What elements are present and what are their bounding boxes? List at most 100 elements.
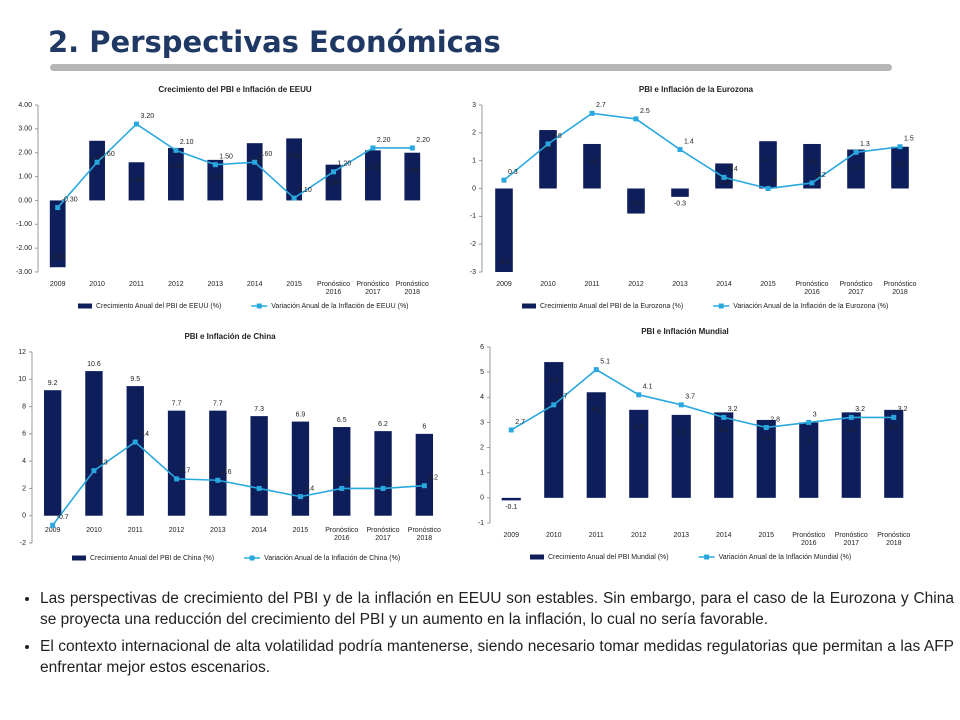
x-tick-label: Pronóstico 2016 bbox=[325, 527, 358, 542]
x-tick-label: Pronóstico 2018 bbox=[883, 281, 916, 296]
x-tick-line: 2017 bbox=[365, 289, 381, 296]
bar-label: 1.70 bbox=[208, 175, 222, 182]
line-label: 1.5 bbox=[904, 136, 914, 143]
line bbox=[57, 123, 413, 209]
bar bbox=[167, 410, 186, 516]
x-tick-label: 2011 bbox=[128, 527, 143, 534]
bar-label: 10.6 bbox=[87, 361, 101, 368]
bar-label: 5.4 bbox=[549, 377, 559, 384]
line-marker bbox=[809, 180, 815, 186]
bar bbox=[126, 386, 144, 516]
x-tick-label: 2009 bbox=[496, 281, 512, 288]
bar-label: 2.20 bbox=[169, 163, 183, 170]
title-rule bbox=[50, 64, 892, 71]
chart-title: PBI e Inflación Mundial bbox=[641, 327, 729, 336]
y-tick-label: -2 bbox=[470, 241, 476, 248]
bar bbox=[841, 412, 861, 498]
line-label: 3.2 bbox=[898, 406, 908, 413]
x-tick-label: 2015 bbox=[286, 281, 302, 288]
legend-label: Crecimiento Anual del PBI Mundial (%) bbox=[548, 554, 669, 561]
legend-marker bbox=[718, 303, 724, 309]
chart-title: PBI e Inflación de China bbox=[184, 332, 276, 341]
bar bbox=[286, 138, 302, 201]
legend-label: Variación Anual de la Inflación Mundial … bbox=[719, 554, 852, 561]
bar bbox=[714, 412, 734, 498]
x-tick-label: 2015 bbox=[293, 527, 309, 534]
x-tick-line: Pronóstico bbox=[795, 281, 828, 288]
bar bbox=[128, 162, 145, 201]
bar bbox=[583, 143, 601, 189]
bar bbox=[43, 390, 62, 516]
line-marker bbox=[763, 424, 769, 430]
line bbox=[52, 441, 425, 526]
bar bbox=[803, 143, 821, 189]
x-tick-label: Pronóstico 2017 bbox=[835, 532, 868, 547]
bar-label: 7.7 bbox=[213, 401, 223, 408]
y-tick-label: 1.00 bbox=[18, 173, 32, 180]
line-marker bbox=[50, 522, 56, 528]
y-tick-label: 0.00 bbox=[18, 197, 32, 204]
bar-label: 1.5 bbox=[895, 162, 905, 169]
line-label: 2.7 bbox=[596, 102, 606, 109]
y-tick-label: 1 bbox=[480, 470, 484, 477]
y-tick-label: 2.00 bbox=[18, 150, 32, 157]
x-tick-line: 2018 bbox=[405, 289, 421, 296]
y-tick-label: 3.00 bbox=[18, 126, 32, 133]
line-label: 2 bbox=[387, 477, 391, 484]
line-label: 0.10 bbox=[298, 187, 312, 194]
line-label: 2.10 bbox=[180, 139, 194, 146]
line-marker bbox=[380, 485, 386, 491]
bar-label: 7.7 bbox=[172, 401, 182, 408]
legend-swatch bbox=[522, 303, 536, 309]
x-tick-label: 2011 bbox=[584, 281, 599, 288]
bar bbox=[671, 188, 689, 197]
line-marker bbox=[134, 121, 139, 127]
x-tick-line: 2016 bbox=[326, 289, 342, 296]
y-tick-label: 4 bbox=[22, 458, 26, 465]
x-tick-line: 2016 bbox=[334, 535, 350, 542]
line-marker bbox=[765, 186, 771, 191]
line-marker bbox=[252, 159, 258, 165]
legend-label: Crecimiento Anual del PBI de la Eurozona… bbox=[540, 303, 683, 310]
bullet: Las perspectivas de crecimiento del PBI … bbox=[40, 588, 954, 630]
y-tick-label: 3 bbox=[480, 419, 484, 426]
y-tick-label: 2 bbox=[480, 444, 484, 451]
line-label: 2 bbox=[263, 477, 267, 484]
bar bbox=[209, 410, 227, 516]
line-marker bbox=[633, 116, 639, 122]
legend-swatch bbox=[72, 555, 86, 561]
bar-label: 6 bbox=[422, 424, 426, 431]
line-label: 4.1 bbox=[643, 384, 653, 391]
y-tick-label: 0 bbox=[472, 185, 476, 192]
bar bbox=[85, 371, 103, 516]
charts: 2. Perspectivas Económicas Crecimiento d… bbox=[16, 25, 917, 562]
line-label: 1.60 bbox=[101, 151, 115, 158]
x-tick-label: 2010 bbox=[546, 532, 562, 539]
bar-label: 0.9 bbox=[719, 178, 729, 185]
bar bbox=[539, 130, 557, 189]
y-tick-label: 0 bbox=[480, 495, 484, 502]
line-marker bbox=[721, 174, 727, 180]
bar bbox=[629, 409, 649, 498]
line-marker bbox=[545, 141, 551, 147]
y-tick-label: 2 bbox=[472, 130, 476, 137]
line-label: 1.20 bbox=[338, 161, 352, 168]
bar-label: 6.2 bbox=[378, 421, 388, 428]
bar bbox=[501, 497, 521, 501]
x-tick-label: 2010 bbox=[540, 281, 556, 288]
bar bbox=[891, 146, 909, 189]
line-marker bbox=[806, 419, 812, 425]
line-label: 2 bbox=[346, 477, 350, 484]
line-marker bbox=[677, 147, 683, 153]
x-tick-line: Pronóstico bbox=[317, 281, 350, 288]
x-tick-label: Pronóstico 2016 bbox=[795, 281, 828, 296]
y-tick-label: 2 bbox=[22, 485, 26, 492]
x-tick-label: Pronóstico 2016 bbox=[792, 532, 825, 547]
x-tick-label: 2014 bbox=[716, 532, 732, 539]
line-label: 3.20 bbox=[141, 113, 155, 120]
line-marker bbox=[508, 427, 514, 433]
x-tick-line: Pronóstico bbox=[396, 281, 429, 288]
bar bbox=[495, 188, 513, 272]
y-tick-label: -1 bbox=[470, 213, 476, 220]
x-tick-label: Pronóstico 2017 bbox=[367, 527, 400, 542]
